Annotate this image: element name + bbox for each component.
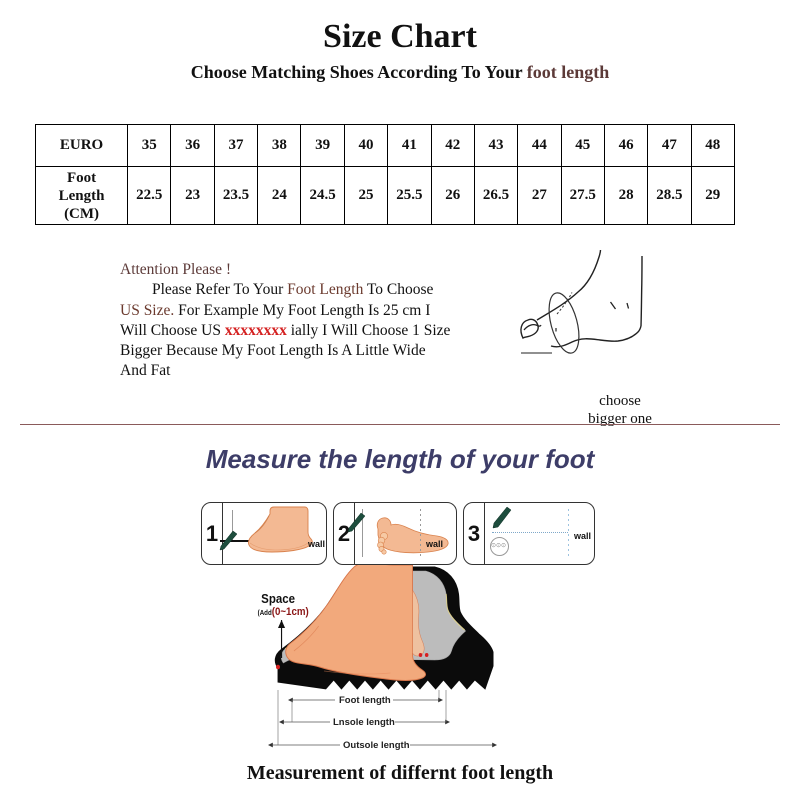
svg-text:Foot length: Foot length <box>339 695 391 706</box>
svg-text:Outsole length: Outsole length <box>343 740 410 751</box>
svg-text:Space: Space <box>261 591 295 606</box>
svg-text:(Add(0~1cm): (Add(0~1cm) <box>258 607 309 619</box>
svg-text:Lnsole length: Lnsole length <box>333 717 395 728</box>
